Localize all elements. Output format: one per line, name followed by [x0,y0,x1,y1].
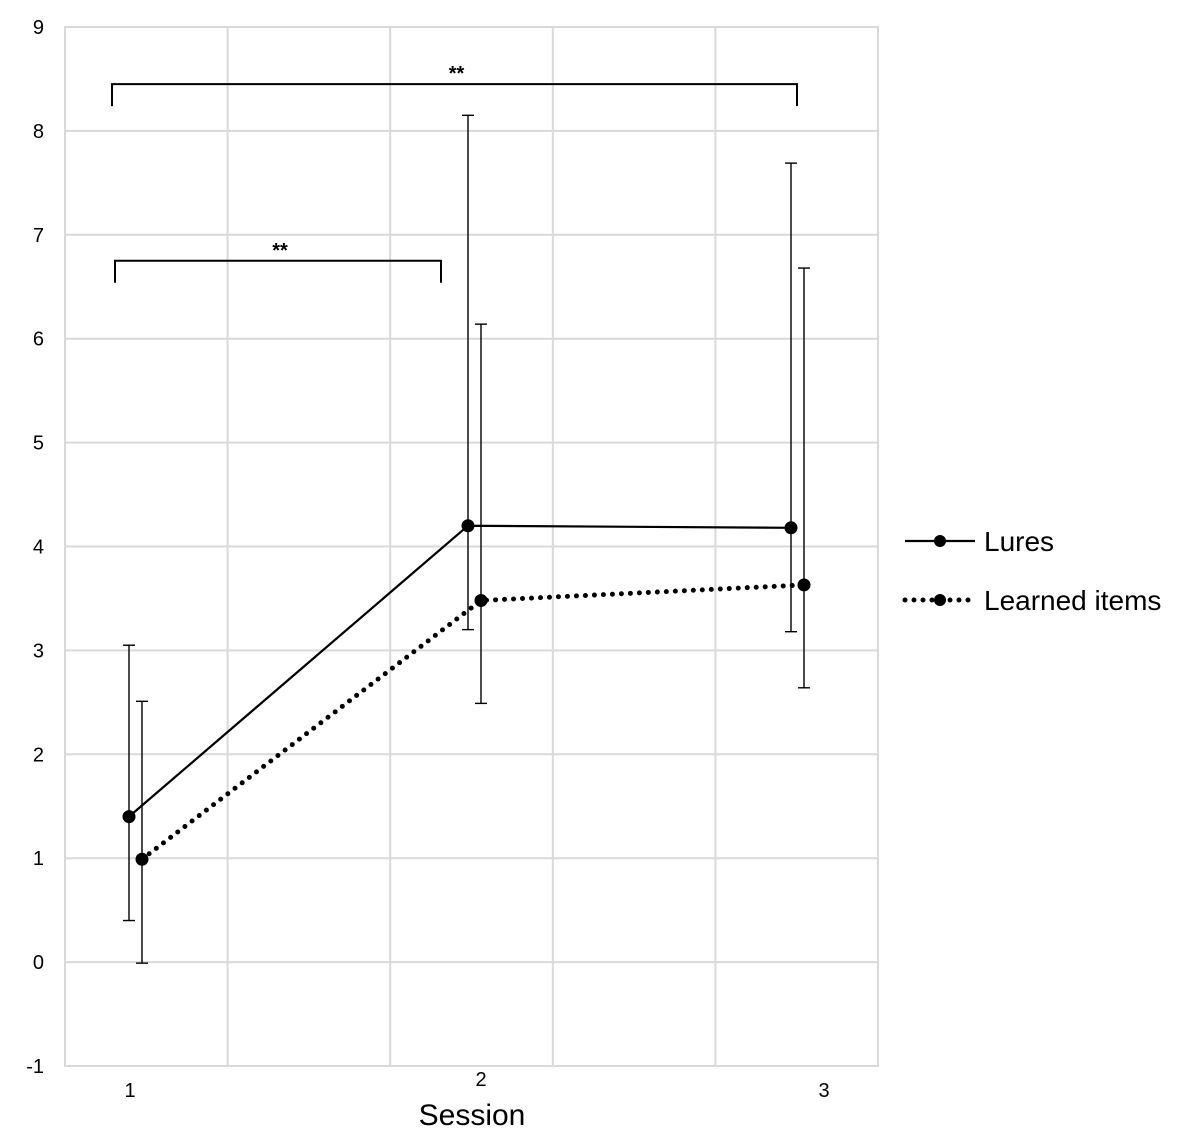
legend-label: Learned items [984,585,1161,616]
y-tick-label: -1 [26,1056,44,1078]
x-tick-label: 1 [124,1080,135,1102]
y-tick-label: 4 [33,537,44,559]
legend-item-lures: Lures [905,526,1054,557]
data-point [122,810,136,824]
legend-label: Lures [984,526,1054,557]
y-tick-label: 0 [33,952,44,974]
y-tick-label: 7 [33,225,44,247]
series [122,114,811,964]
series-lures [122,114,798,922]
x-axis-title: Session [419,1099,526,1132]
significance-annotations: ** ** [111,63,798,283]
series-line [139,582,807,862]
y-tick-label: 5 [33,433,44,455]
axes: -1 0 1 2 3 4 5 6 7 8 9 1 2 3 Session [26,17,829,1132]
data-point [784,521,798,535]
grid [64,26,879,1067]
y-tick-label: 9 [33,17,44,39]
data-point [474,594,488,608]
data-point [135,852,149,866]
y-tick-label: 3 [33,640,44,662]
legend-marker [934,535,946,547]
significance-label: ** [272,240,288,262]
x-tick-label: 3 [818,1080,829,1102]
y-tick-label: 1 [33,848,44,870]
legend-marker [934,594,946,606]
plot-border [64,26,879,1067]
significance-bracket [114,259,442,283]
x-tick-label: 2 [475,1069,486,1091]
y-tick-label: 2 [33,744,44,766]
significance-label: ** [449,63,465,85]
legend: Lures Learned items [902,526,1161,616]
y-tick-label: 8 [33,121,44,143]
series-learned-items [135,267,811,964]
data-point [461,519,475,533]
y-tick-label: 6 [33,329,44,351]
legend-item-learned-items: Learned items [902,585,1161,616]
data-point [797,578,811,592]
significance-bracket [111,83,798,107]
